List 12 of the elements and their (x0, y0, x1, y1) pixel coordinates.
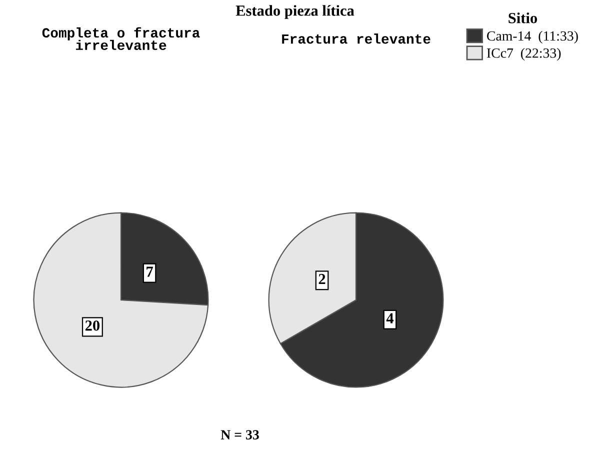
pie-slice (33, 212, 209, 388)
chart-title: Estado pieza lítica (236, 5, 354, 19)
chart-subtitle: Completa o fractura irrelevante (42, 27, 200, 50)
legend-label: ICc7 (22:33) (486, 48, 561, 61)
data-label: 7 (146, 266, 153, 277)
data-label: 2 (318, 274, 326, 284)
chart-subtitle: Fractura relevante (282, 34, 430, 44)
text: N = 33 (220, 430, 259, 440)
data-label: 20 (85, 320, 100, 331)
legend-label: Cam-14 (11:33) (487, 30, 578, 44)
data-label: 4 (386, 313, 394, 324)
legend-title: Sitio (508, 12, 538, 24)
